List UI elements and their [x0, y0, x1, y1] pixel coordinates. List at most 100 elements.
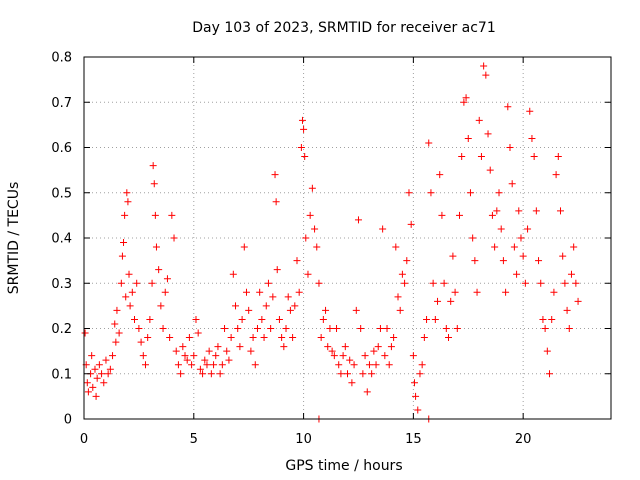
- data-point: [210, 361, 218, 369]
- data-point: [401, 279, 409, 287]
- data-point: [526, 107, 534, 115]
- data-point: [185, 334, 193, 342]
- data-point: [216, 370, 224, 378]
- data-point: [414, 406, 422, 414]
- data-point: [330, 352, 338, 360]
- data-point: [115, 329, 123, 337]
- data-point: [168, 211, 176, 219]
- data-point: [473, 288, 481, 296]
- y-tick-label: 0.5: [51, 186, 72, 201]
- data-point: [493, 207, 501, 215]
- data-point: [163, 275, 171, 283]
- data-point: [181, 352, 189, 360]
- data-point: [238, 315, 246, 323]
- data-point: [427, 189, 435, 197]
- data-point: [346, 356, 354, 364]
- data-point: [190, 352, 198, 360]
- x-tick-label: 15: [405, 432, 422, 447]
- data-point: [499, 257, 507, 265]
- data-point: [205, 347, 213, 355]
- data-point: [407, 220, 415, 228]
- data-point: [106, 365, 114, 373]
- data-point: [335, 361, 343, 369]
- data-point: [383, 325, 391, 332]
- data-point: [236, 343, 244, 351]
- tick-labels: 0 5 10 15 20 0 0.1 0.2 0.3 0.4 0.5 0.6 0.7 0.8: [51, 51, 531, 448]
- data-point: [141, 361, 149, 369]
- data-point: [370, 347, 378, 355]
- data-point: [374, 343, 382, 351]
- data-point: [504, 103, 512, 111]
- data-point: [469, 234, 477, 242]
- data-point: [403, 257, 411, 265]
- data-point: [528, 134, 536, 142]
- data-point: [449, 252, 457, 260]
- data-point: [100, 379, 108, 387]
- data-point: [495, 189, 503, 197]
- data-point: [348, 379, 356, 387]
- data-point: [543, 347, 551, 355]
- data-point: [434, 297, 442, 305]
- data-point: [289, 334, 297, 342]
- data-point: [567, 270, 575, 278]
- data-point: [179, 343, 187, 351]
- data-point: [149, 162, 157, 170]
- data-point: [275, 315, 283, 323]
- plot-frame: [83, 56, 612, 420]
- data-point: [203, 361, 211, 369]
- data-point: [515, 207, 523, 215]
- data-point: [240, 243, 248, 251]
- data-point: [396, 306, 404, 314]
- data-point: [546, 370, 554, 378]
- data-point: [418, 361, 426, 369]
- data-point: [486, 166, 494, 174]
- data-point: [561, 279, 569, 287]
- data-point: [344, 370, 351, 378]
- data-point: [95, 361, 103, 369]
- data-point: [532, 207, 540, 215]
- data-point: [301, 153, 309, 161]
- data-point: [298, 116, 306, 124]
- data-point: [451, 288, 459, 296]
- data-point: [124, 198, 132, 206]
- data-point: [170, 234, 178, 242]
- data-point: [392, 243, 400, 251]
- data-point: [260, 334, 268, 342]
- data-point: [194, 329, 202, 337]
- y-tick-label: 0.6: [51, 141, 72, 156]
- data-point: [84, 388, 92, 396]
- data-point: [192, 315, 200, 323]
- data-point: [447, 297, 455, 305]
- data-point: [306, 211, 314, 219]
- data-point: [151, 211, 159, 219]
- data-point: [559, 252, 567, 260]
- data-point: [508, 180, 516, 188]
- data-point: [466, 189, 474, 197]
- data-point: [477, 153, 485, 161]
- data-point: [530, 153, 538, 161]
- data-point: [554, 153, 562, 161]
- data-point: [177, 370, 185, 378]
- data-point: [139, 352, 147, 360]
- data-point: [280, 343, 288, 351]
- data-point: [183, 356, 191, 364]
- data-point: [157, 302, 165, 310]
- data-point: [174, 361, 182, 369]
- data-point: [464, 134, 472, 142]
- data-point: [475, 116, 483, 124]
- data-point: [113, 306, 121, 314]
- data-point: [251, 361, 259, 369]
- data-point: [282, 325, 290, 332]
- data-point: [271, 171, 279, 179]
- data-point: [172, 347, 180, 355]
- data-point: [337, 370, 345, 378]
- data-point: [462, 94, 470, 102]
- data-point: [339, 352, 347, 360]
- data-point: [267, 325, 275, 332]
- data-point: [135, 325, 143, 332]
- data-point: [128, 288, 136, 296]
- data-point: [570, 243, 578, 251]
- data-point: [412, 392, 420, 400]
- data-point: [146, 315, 154, 323]
- data-point: [455, 211, 463, 219]
